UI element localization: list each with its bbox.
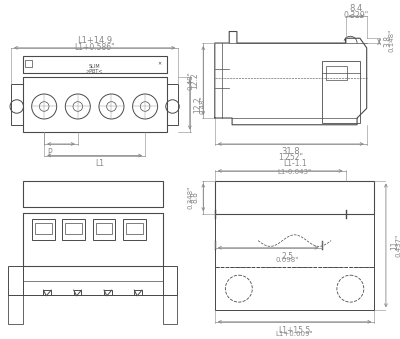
Text: 8.8: 8.8	[190, 192, 200, 203]
Bar	[22, 180, 163, 207]
Bar	[44, 290, 51, 295]
Text: 0.098": 0.098"	[276, 257, 299, 263]
Bar	[93, 219, 115, 240]
Text: 12.2: 12.2	[190, 72, 200, 89]
Bar	[215, 267, 374, 310]
Text: L1-0.043": L1-0.043"	[278, 169, 312, 175]
Text: >PBT<: >PBT<	[86, 69, 103, 74]
Bar	[215, 180, 374, 214]
Text: 2.5: 2.5	[281, 252, 293, 261]
Bar	[32, 219, 55, 240]
Text: 8.4: 8.4	[350, 4, 363, 13]
Bar	[65, 223, 82, 234]
Text: 0.48": 0.48"	[188, 71, 194, 90]
Bar	[22, 77, 167, 133]
Bar	[11, 84, 22, 125]
Bar	[322, 61, 360, 123]
Text: 0.148": 0.148"	[389, 29, 395, 52]
Text: 0.329": 0.329"	[344, 11, 369, 20]
Bar	[134, 290, 142, 295]
Bar	[215, 180, 374, 310]
Bar	[326, 66, 348, 80]
Bar	[104, 290, 112, 295]
Bar	[215, 214, 374, 267]
Text: L1+0.586": L1+0.586"	[74, 43, 115, 52]
Text: 11: 11	[390, 241, 399, 250]
Text: SLIM: SLIM	[89, 64, 100, 68]
Bar	[126, 223, 143, 234]
Text: L1: L1	[95, 159, 104, 168]
Text: 31.8: 31.8	[282, 147, 300, 156]
Text: L1+0.609": L1+0.609"	[276, 332, 313, 337]
Bar	[62, 219, 85, 240]
Text: 3.8: 3.8	[383, 35, 392, 47]
Text: L1+14.9: L1+14.9	[77, 36, 112, 45]
Bar	[8, 295, 22, 324]
Text: P: P	[47, 148, 52, 157]
Bar	[22, 266, 163, 295]
Bar	[167, 84, 178, 125]
Text: L1+15.5: L1+15.5	[278, 326, 311, 335]
Text: 12.2: 12.2	[194, 96, 203, 113]
Bar	[74, 290, 82, 295]
Text: 0.437": 0.437"	[396, 234, 400, 257]
Text: 1.252": 1.252"	[278, 153, 303, 162]
Bar	[163, 266, 177, 295]
Text: 0.48": 0.48"	[200, 95, 206, 114]
Text: 0.348": 0.348"	[188, 186, 194, 209]
Bar	[35, 223, 52, 234]
Bar	[26, 60, 32, 67]
Bar	[163, 295, 177, 324]
Text: ✕: ✕	[157, 61, 161, 66]
Bar	[22, 213, 163, 266]
Bar	[8, 266, 22, 295]
Bar	[123, 219, 146, 240]
Bar	[96, 223, 112, 234]
Bar	[22, 56, 167, 73]
Text: L1-1.1: L1-1.1	[283, 159, 306, 168]
